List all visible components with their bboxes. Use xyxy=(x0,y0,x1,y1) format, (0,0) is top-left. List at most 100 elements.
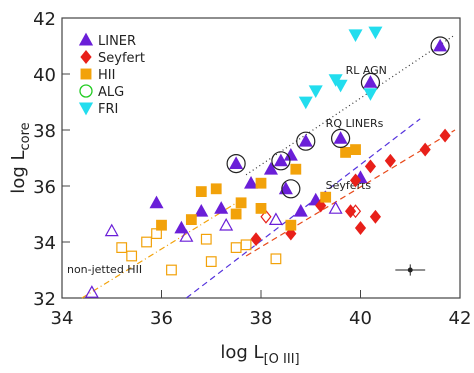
data-point xyxy=(255,177,267,189)
fit-line xyxy=(186,118,421,299)
data-point xyxy=(298,96,313,110)
fit-line xyxy=(81,199,242,299)
legend-label: FRI xyxy=(98,102,118,117)
data-point xyxy=(296,131,316,151)
data-point xyxy=(104,223,119,237)
data-point xyxy=(430,36,450,56)
data-point xyxy=(244,175,259,189)
data-point xyxy=(369,209,381,224)
x-axis-label: log L[O III] xyxy=(220,342,299,367)
data-point xyxy=(348,29,363,43)
data-point xyxy=(255,203,267,214)
y-tick-label: 32 xyxy=(33,289,56,310)
data-point xyxy=(290,163,302,175)
legend-label: HII xyxy=(98,68,115,83)
data-point xyxy=(285,226,297,241)
data-point xyxy=(195,186,207,198)
data-point xyxy=(328,201,343,214)
legend-marker xyxy=(80,68,92,80)
data-point xyxy=(219,217,234,231)
data-point xyxy=(166,264,177,276)
data-point xyxy=(340,147,351,158)
data-point xyxy=(273,153,288,167)
y-tick-label: 36 xyxy=(33,177,56,198)
data-point xyxy=(141,236,152,248)
y-tick-label: 40 xyxy=(33,65,56,86)
data-point xyxy=(126,250,138,262)
legend-marker xyxy=(79,84,93,98)
data-point xyxy=(226,154,246,174)
data-point xyxy=(250,232,262,247)
data-point xyxy=(240,239,252,251)
data-point xyxy=(84,285,99,298)
y-tick-label: 38 xyxy=(33,121,56,142)
x-tick-label: 34 xyxy=(51,308,74,329)
data-point xyxy=(354,221,367,235)
data-point xyxy=(149,195,164,209)
data-point xyxy=(364,159,377,174)
x-label-main: log L xyxy=(220,342,263,363)
legend-label: LINER xyxy=(98,34,136,49)
data-point xyxy=(320,191,332,203)
data-point xyxy=(298,133,313,147)
y-axis-label: log Lcore xyxy=(8,122,33,193)
x-label-sub: [O III] xyxy=(264,352,300,367)
data-point xyxy=(151,228,162,240)
data-point xyxy=(179,229,194,242)
data-point xyxy=(230,242,242,254)
data-point xyxy=(433,38,448,52)
data-point xyxy=(293,203,308,217)
data-point xyxy=(270,253,282,265)
x-tick-label: 38 xyxy=(250,308,273,329)
data-point xyxy=(363,75,378,88)
data-point xyxy=(363,88,378,101)
data-point xyxy=(116,242,128,254)
data-point xyxy=(333,131,348,144)
legend-marker xyxy=(78,32,94,46)
data-point xyxy=(285,219,297,231)
data-point xyxy=(281,179,301,199)
data-point xyxy=(308,85,323,99)
data-point xyxy=(229,156,244,169)
data-point xyxy=(349,173,362,188)
y-label-sub: core xyxy=(18,122,33,150)
data-point xyxy=(278,181,293,195)
fit-line xyxy=(245,129,456,257)
data-point xyxy=(271,151,291,171)
data-point xyxy=(384,153,396,168)
data-point xyxy=(350,144,361,156)
line-label: non-jetted HII xyxy=(67,263,142,276)
y-tick-label: 42 xyxy=(33,9,56,30)
y-tick-label: 34 xyxy=(33,233,56,254)
legend-marker xyxy=(80,49,92,65)
line-label: RQ LINERs xyxy=(326,117,384,130)
data-point xyxy=(210,183,222,195)
data-point xyxy=(214,201,229,214)
data-point xyxy=(200,233,212,245)
data-point xyxy=(260,209,272,224)
error-bar-point xyxy=(407,267,413,273)
line-label: RL AGN xyxy=(346,64,387,77)
data-point xyxy=(263,161,278,175)
legend-label: ALG xyxy=(98,85,124,100)
data-point xyxy=(230,208,242,220)
x-tick-label: 42 xyxy=(449,308,472,329)
x-tick-label: 40 xyxy=(349,308,372,329)
data-point xyxy=(194,203,209,217)
data-point xyxy=(368,26,383,40)
legend-label: Seyfert xyxy=(98,51,145,66)
data-point xyxy=(185,214,197,226)
data-point xyxy=(205,256,217,267)
data-point xyxy=(439,128,451,143)
y-label-main: log L xyxy=(8,150,29,193)
x-tick-label: 36 xyxy=(150,308,173,329)
data-point xyxy=(174,220,189,234)
data-point xyxy=(419,142,431,157)
data-point xyxy=(268,212,283,225)
data-point xyxy=(235,197,247,209)
data-point xyxy=(349,204,362,219)
data-point xyxy=(333,79,348,93)
data-point xyxy=(331,128,351,148)
legend-marker xyxy=(78,102,94,116)
